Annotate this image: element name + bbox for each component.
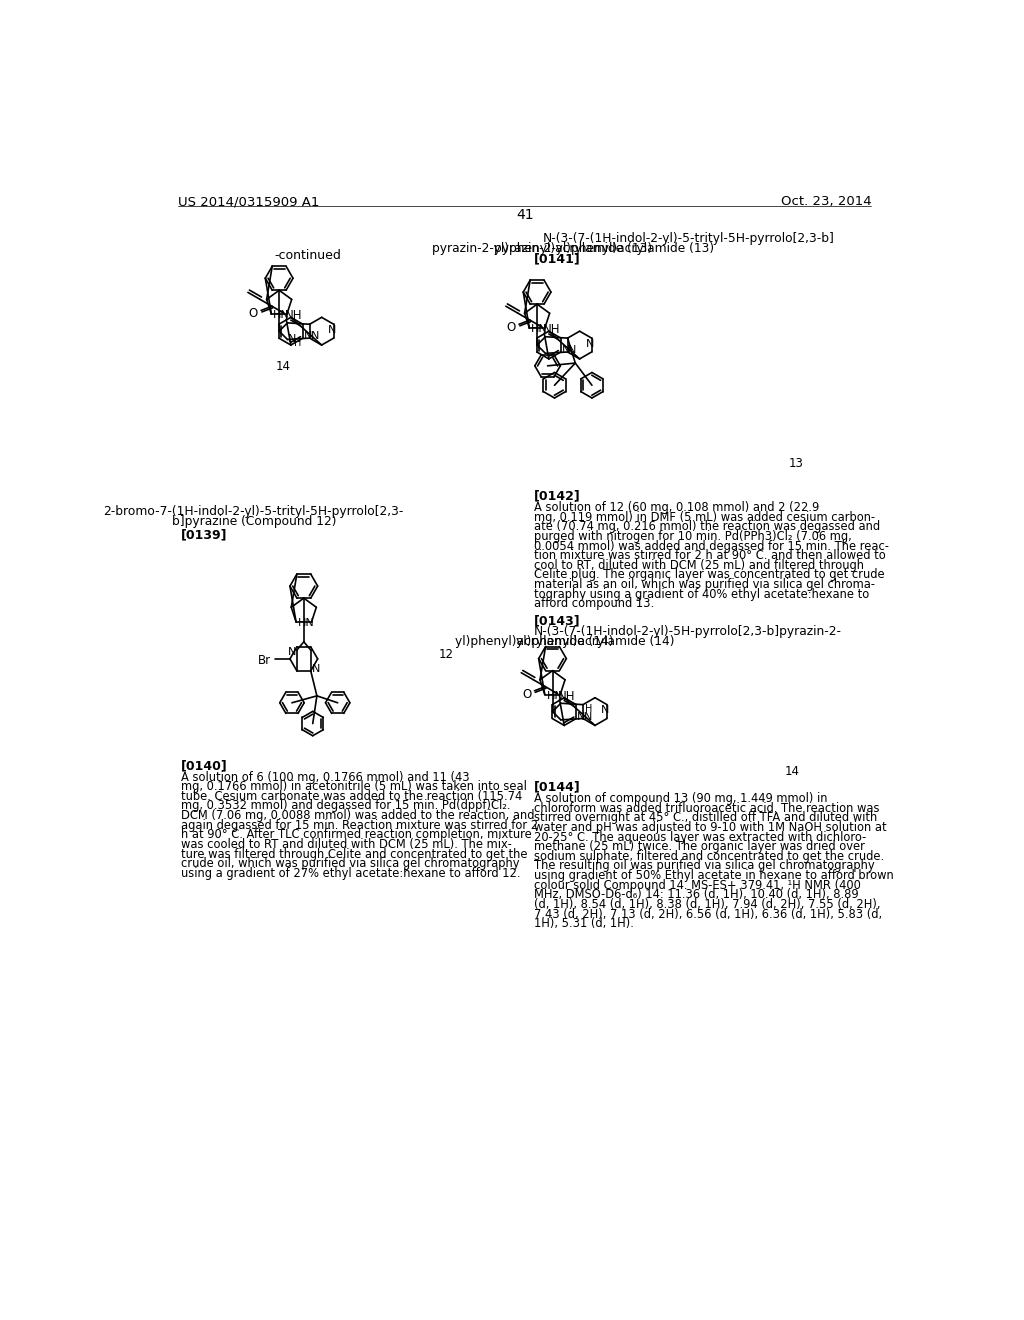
Text: (d, 1H), 8.54 (d, 1H), 8.38 (d, 1H), 7.94 (d, 2H), 7.55 (d, 2H),: (d, 1H), 8.54 (d, 1H), 8.38 (d, 1H), 7.9… — [535, 898, 881, 911]
Text: water and pH was adjusted to 9-10 with 1M NaOH solution at: water and pH was adjusted to 9-10 with 1… — [535, 821, 887, 834]
Text: 13: 13 — [788, 457, 804, 470]
Text: US 2014/0315909 A1: US 2014/0315909 A1 — [178, 195, 319, 209]
Text: [0140]: [0140] — [180, 759, 227, 772]
Text: N: N — [310, 331, 318, 341]
Text: N: N — [288, 334, 297, 345]
Text: mg, 0.3532 mmol) and degassed for 15 min. Pd(dppf)Cl₂.: mg, 0.3532 mmol) and degassed for 15 min… — [180, 800, 510, 812]
Text: using gradient of 50% Ethyl acetate in hexane to afford brown: using gradient of 50% Ethyl acetate in h… — [535, 869, 894, 882]
Text: O: O — [249, 308, 258, 321]
Text: NH: NH — [285, 309, 302, 322]
Text: A solution of 12 (60 mg, 0.108 mmol) and 2 (22.9: A solution of 12 (60 mg, 0.108 mmol) and… — [535, 502, 819, 513]
Text: mg, 0.119 mmol) in DMF (5 mL) was added cesium carbon-: mg, 0.119 mmol) in DMF (5 mL) was added … — [535, 511, 876, 524]
Text: H: H — [585, 704, 592, 714]
Text: N-(3-(7-(1H-indol-2-yl)-5H-pyrrolo[2,3-b]pyrazin-2-: N-(3-(7-(1H-indol-2-yl)-5H-pyrrolo[2,3-b… — [535, 626, 842, 638]
Text: yl)phenyl)acrylamide (14): yl)phenyl)acrylamide (14) — [516, 635, 675, 648]
Text: colour solid Compound 14. MS-ES+ 379.41, ¹H NMR (400: colour solid Compound 14. MS-ES+ 379.41,… — [535, 879, 861, 892]
Text: purged with nitrogen for 10 min. Pd(PPh3)Cl₂ (7.06 mg,: purged with nitrogen for 10 min. Pd(PPh3… — [535, 529, 852, 543]
Text: N: N — [311, 664, 319, 675]
Text: Oct. 23, 2014: Oct. 23, 2014 — [780, 195, 871, 209]
Text: stirred overnight at 45° C., distilled off TFA and diluted with: stirred overnight at 45° C., distilled o… — [535, 812, 878, 825]
Text: tion mixture was stirred for 2 h at 90° C. and then allowed to: tion mixture was stirred for 2 h at 90° … — [535, 549, 886, 562]
Text: 14: 14 — [785, 766, 800, 779]
Text: crude oil, which was purified via silica gel chromatography: crude oil, which was purified via silica… — [180, 857, 519, 870]
Text: mg, 0.1766 mmol) in acetonitrile (5 mL) was taken into seal: mg, 0.1766 mmol) in acetonitrile (5 mL) … — [180, 780, 526, 793]
Text: ate (70.74 mg, 0.216 mmol) the reaction was degassed and: ate (70.74 mg, 0.216 mmol) the reaction … — [535, 520, 881, 533]
Text: A solution of compound 13 (90 mg, 1.449 mmol) in: A solution of compound 13 (90 mg, 1.449 … — [535, 792, 827, 805]
Text: [0141]: [0141] — [535, 252, 581, 265]
Text: [0142]: [0142] — [535, 490, 581, 503]
Text: DCM (7.06 mg, 0.0088 mmol) was added to the reaction, and: DCM (7.06 mg, 0.0088 mmol) was added to … — [180, 809, 535, 822]
Text: pyrazin-2-yl)phenyl)acrylamide (13): pyrazin-2-yl)phenyl)acrylamide (13) — [432, 243, 652, 255]
Text: 41: 41 — [516, 209, 534, 223]
Text: N: N — [562, 345, 570, 355]
Text: chloroform was added trifluoroacetic acid. The reaction was: chloroform was added trifluoroacetic aci… — [535, 801, 880, 814]
Text: A solution of 6 (100 mg, 0.1766 mmol) and 11 (43: A solution of 6 (100 mg, 0.1766 mmol) an… — [180, 771, 469, 784]
Text: 12: 12 — [438, 648, 454, 661]
Text: HN: HN — [531, 325, 548, 334]
Text: yl)phenyl)acrylamide (14): yl)phenyl)acrylamide (14) — [455, 635, 613, 648]
Text: 20-25° C. The aqueous layer was extracted with dichloro-: 20-25° C. The aqueous layer was extracte… — [535, 830, 866, 843]
Text: N: N — [304, 331, 312, 341]
Text: N: N — [568, 345, 577, 355]
Text: NH: NH — [558, 689, 575, 702]
Text: h at 90° C. After TLC confirmed reaction completion, mixture: h at 90° C. After TLC confirmed reaction… — [180, 829, 531, 841]
Text: tography using a gradient of 40% ethyl acetate:hexane to: tography using a gradient of 40% ethyl a… — [535, 587, 869, 601]
Text: using a gradient of 27% ethyl acetate:hexane to afford 12.: using a gradient of 27% ethyl acetate:he… — [180, 867, 520, 880]
Text: HN: HN — [298, 618, 314, 628]
Text: NH: NH — [543, 323, 560, 337]
Text: HN: HN — [547, 690, 563, 701]
Text: pyrazin-2-yl)phenyl)acrylamide (13): pyrazin-2-yl)phenyl)acrylamide (13) — [494, 243, 714, 255]
Text: sodium sulphate, filtered and concentrated to get the crude.: sodium sulphate, filtered and concentrat… — [535, 850, 884, 863]
Text: N: N — [578, 711, 586, 722]
Text: O: O — [507, 321, 516, 334]
Text: -continued: -continued — [274, 249, 341, 263]
Text: N: N — [586, 339, 594, 348]
Text: N: N — [328, 325, 336, 335]
Text: 0.0054 mmol) was added and degassed for 15 min. The reac-: 0.0054 mmol) was added and degassed for … — [535, 540, 889, 553]
Text: N: N — [584, 711, 592, 722]
Text: [0143]: [0143] — [535, 614, 581, 627]
Text: The resulting oil was purified via silica gel chromatography: The resulting oil was purified via silic… — [535, 859, 874, 873]
Text: Celite plug. The organic layer was concentrated to get crude: Celite plug. The organic layer was conce… — [535, 569, 885, 581]
Text: Br: Br — [258, 653, 271, 667]
Text: 2-bromo-7-(1H-indol-2-yl)-5-trityl-5H-pyrrolo[2,3-: 2-bromo-7-(1H-indol-2-yl)-5-trityl-5H-py… — [103, 506, 403, 517]
Text: 1H), 5.31 (d, 1H).: 1H), 5.31 (d, 1H). — [535, 917, 634, 931]
Text: afford compound 13.: afford compound 13. — [535, 597, 654, 610]
Text: again degassed for 15 min. Reaction mixture was stirred for 2: again degassed for 15 min. Reaction mixt… — [180, 818, 538, 832]
Text: b]pyrazine (Compound 12): b]pyrazine (Compound 12) — [171, 515, 336, 528]
Text: [0144]: [0144] — [535, 780, 581, 793]
Text: material as an oil, which was purified via silica gel chroma-: material as an oil, which was purified v… — [535, 578, 876, 591]
Text: cool to RT, diluted with DCM (25 mL) and filtered through: cool to RT, diluted with DCM (25 mL) and… — [535, 558, 864, 572]
Text: [0139]: [0139] — [180, 528, 227, 541]
Text: N: N — [288, 647, 296, 657]
Text: HN: HN — [273, 310, 290, 321]
Text: was cooled to RT and diluted with DCM (25 mL). The mix-: was cooled to RT and diluted with DCM (2… — [180, 838, 511, 851]
Text: 7.43 (d, 2H), 7.13 (d, 2H), 6.56 (d, 1H), 6.36 (d, 1H), 5.83 (d,: 7.43 (d, 2H), 7.13 (d, 2H), 6.56 (d, 1H)… — [535, 908, 882, 920]
Text: O: O — [522, 688, 531, 701]
Text: H: H — [294, 338, 301, 348]
Text: MHz, DMSO-D6-d₆) 14: 11.36 (d, 1H), 10.40 (d, 1H), 8.89: MHz, DMSO-D6-d₆) 14: 11.36 (d, 1H), 10.4… — [535, 888, 859, 902]
Text: tube. Cesium carbonate was added to the reaction (115.74: tube. Cesium carbonate was added to the … — [180, 789, 522, 803]
Text: 14: 14 — [275, 360, 291, 374]
Text: methane (25 mL) twice. The organic layer was dried over: methane (25 mL) twice. The organic layer… — [535, 841, 865, 853]
Text: N: N — [601, 705, 609, 715]
Text: ture was filtered through Celite and concentrated to get the: ture was filtered through Celite and con… — [180, 847, 527, 861]
Text: N-(3-(7-(1H-indol-2-yl)-5-trityl-5H-pyrrolo[2,3-b]: N-(3-(7-(1H-indol-2-yl)-5-trityl-5H-pyrr… — [543, 231, 835, 244]
